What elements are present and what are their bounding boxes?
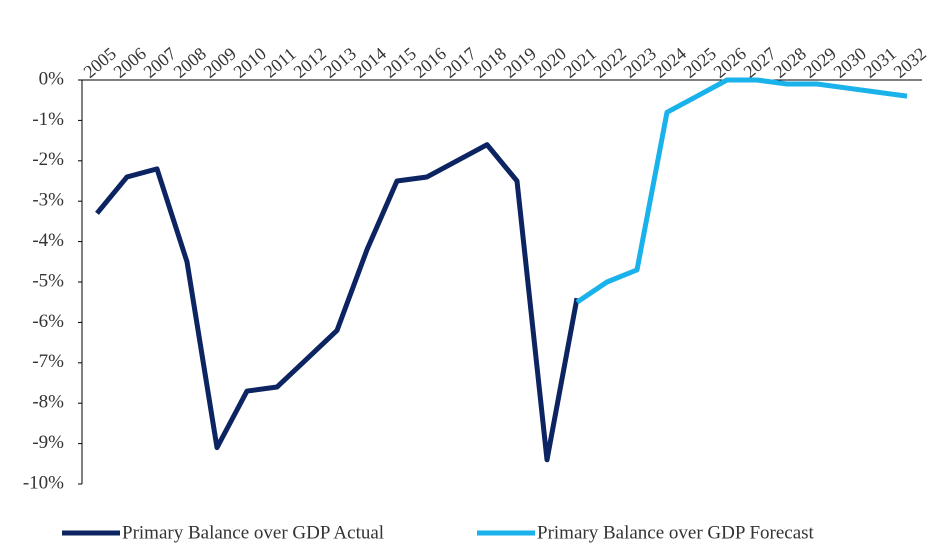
y-tick-label: -7% [32, 351, 64, 372]
legend-label: Primary Balance over GDP Forecast [537, 522, 815, 543]
y-tick-label: -8% [32, 392, 64, 413]
legend-item: Primary Balance over GDP Actual [62, 522, 384, 543]
y-tick-label: -5% [32, 270, 64, 291]
legend-item: Primary Balance over GDP Forecast [477, 522, 815, 543]
legend-label: Primary Balance over GDP Actual [122, 522, 384, 543]
y-tick-label: -3% [32, 190, 64, 211]
y-tick-label: -1% [32, 109, 64, 130]
y-tick-label: -10% [23, 472, 64, 493]
x-tick-label: 2032 [890, 43, 930, 81]
y-tick-label: -9% [32, 432, 64, 453]
y-tick-label: -4% [32, 230, 64, 251]
y-tick-label: 0% [39, 68, 65, 89]
y-tick-label: -2% [32, 149, 64, 170]
series-line [575, 77, 908, 305]
series-line [95, 142, 580, 463]
y-tick-label: -6% [32, 311, 64, 332]
